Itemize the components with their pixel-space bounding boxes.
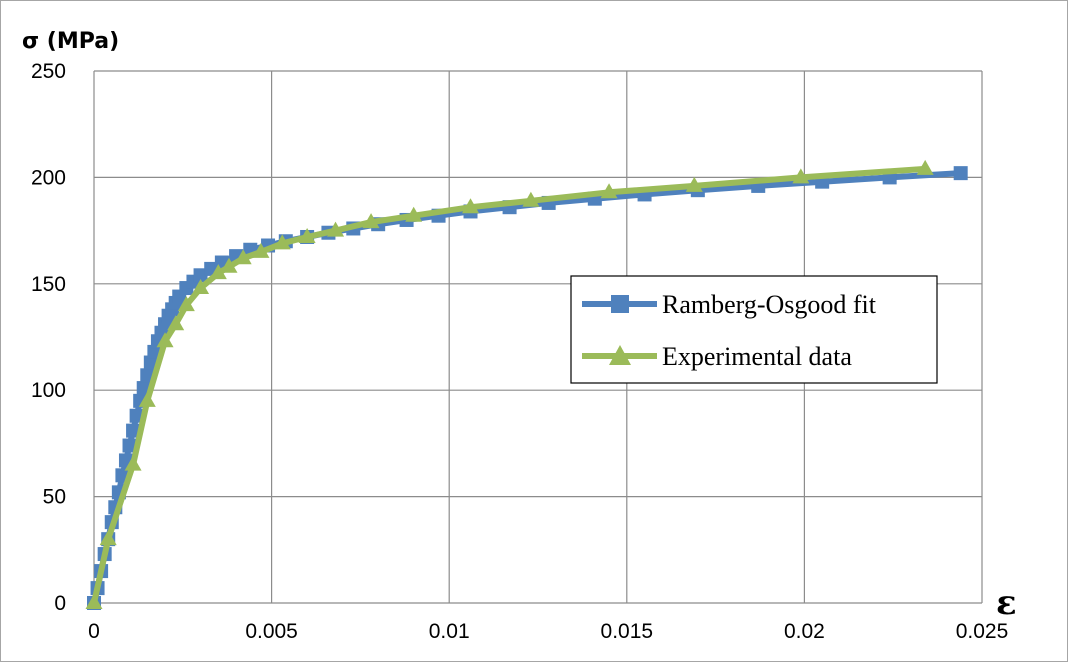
data-point-triangle [138,391,156,407]
legend-box [570,275,938,384]
y-tick-label: 200 [31,166,66,189]
data-point-triangle [99,530,117,546]
series-ramberg-osgood-fit [87,166,968,610]
x-tick-label: 0.005 [245,620,298,643]
data-point-triangle [298,227,316,243]
data-point-triangle [252,242,270,258]
data-point-square [122,438,137,453]
series-line [91,165,929,606]
data-point-triangle [85,594,103,609]
data-point-square [193,268,208,283]
data-point-triangle [600,183,618,199]
data-point-triangle [685,176,703,192]
data-point-triangle [124,455,142,471]
y-tick-label: 150 [31,273,66,296]
legend-label-experimental: Experimental data [662,342,852,371]
data-point-triangle [273,234,291,250]
data-point-triangle [916,159,934,175]
x-tick-label: 0.02 [784,620,825,643]
data-point-triangle [792,168,810,184]
legend-entry-ramberg-osgood: Ramberg-Osgood fit [582,290,877,319]
data-point-square [143,355,158,370]
data-point-triangle [156,332,174,348]
legend-entry-experimental: Experimental data [582,342,852,371]
series-experimental-data [85,159,934,609]
data-point-triangle [209,264,227,280]
legend-marker-triangle [609,345,631,365]
x-tick-label: 0.01 [429,620,470,643]
legend-marker-square [611,295,629,313]
x-axis-label: ε [996,583,1017,623]
y-tick-label: 250 [31,60,66,83]
data-point-triangle [192,279,210,295]
y-tick-label: 0 [54,592,66,615]
data-point-triangle [234,249,252,265]
series-line [91,170,964,606]
y-axis-label: σ (MPa) [22,29,119,54]
data-point-triangle [177,296,195,312]
series-group [85,159,968,610]
data-point-triangle [462,198,480,214]
data-point-triangle [522,191,540,207]
data-point-triangle [220,257,238,273]
y-axis-ticks: 0 50 100 150 200 250 [31,60,66,615]
x-tick-label: 0.015 [601,620,654,643]
legend-label-ramberg-osgood: Ramberg-Osgood fit [662,290,877,319]
data-point-square [129,408,144,423]
x-axis-ticks: 0 0.005 0.01 0.015 0.02 0.025 [88,620,1008,643]
x-tick-label: 0 [88,620,100,643]
data-point-triangle [167,315,185,331]
legend: Ramberg-Osgood fit Experimental data [570,275,938,384]
data-point-square [126,423,141,438]
data-point-triangle [327,221,345,237]
data-point-triangle [405,206,423,222]
data-point-triangle [362,213,380,229]
data-point-square [953,166,968,181]
y-tick-label: 100 [31,379,66,402]
x-tick-label: 0.025 [956,620,1009,643]
y-tick-label: 50 [43,486,66,509]
